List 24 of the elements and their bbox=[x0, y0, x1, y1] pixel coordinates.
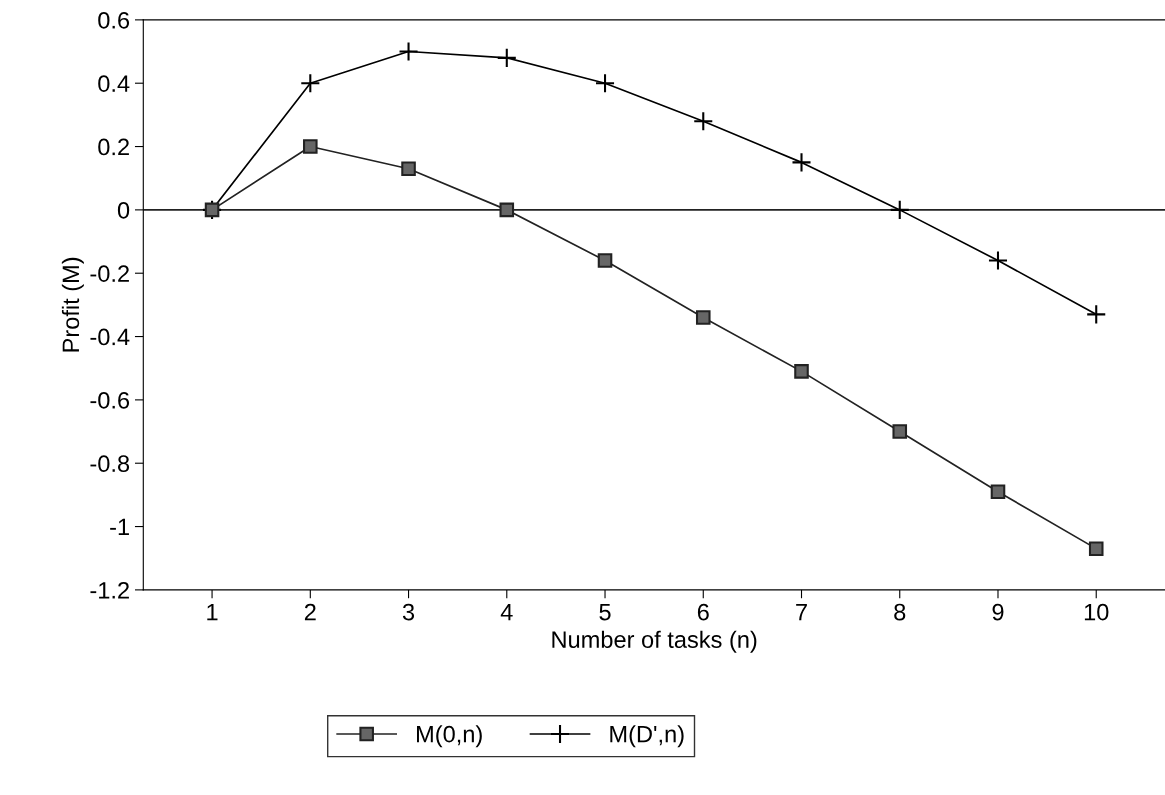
y-tick-label: 0.4 bbox=[98, 75, 130, 92]
y-tick-label: 0 bbox=[117, 201, 130, 219]
y-tick-label: -0.4 bbox=[90, 328, 130, 346]
x-tick-label: 7 bbox=[796, 603, 807, 621]
x-tick-label: 1 bbox=[207, 603, 218, 621]
y-axis-title: Profit (M) bbox=[61, 257, 84, 352]
x-tick-label: 2 bbox=[304, 603, 316, 621]
y-tick-label: -1 bbox=[110, 518, 129, 536]
x-tick-label: 3 bbox=[402, 603, 415, 621]
x-tick-label: 9 bbox=[992, 603, 1004, 621]
legend-label: M(0,n) bbox=[417, 725, 482, 748]
y-tick-label: -0.2 bbox=[90, 265, 129, 282]
x-tick-label: 6 bbox=[697, 603, 709, 621]
y-tick-label: -0.8 bbox=[90, 455, 130, 473]
x-axis-title: Number of tasks (n) bbox=[552, 630, 757, 653]
y-tick-label: 0.2 bbox=[98, 138, 129, 156]
x-tick-label: 5 bbox=[599, 603, 611, 621]
x-tick-label: 4 bbox=[500, 603, 513, 621]
x-tick-label: 10 bbox=[1084, 603, 1109, 621]
x-tick-label: 8 bbox=[894, 603, 906, 621]
y-tick-label: -1.2 bbox=[90, 581, 129, 599]
y-tick-label: 0.6 bbox=[98, 11, 130, 29]
y-tick-label: -0.6 bbox=[90, 391, 130, 409]
legend-label: M(D',n) bbox=[610, 725, 684, 748]
